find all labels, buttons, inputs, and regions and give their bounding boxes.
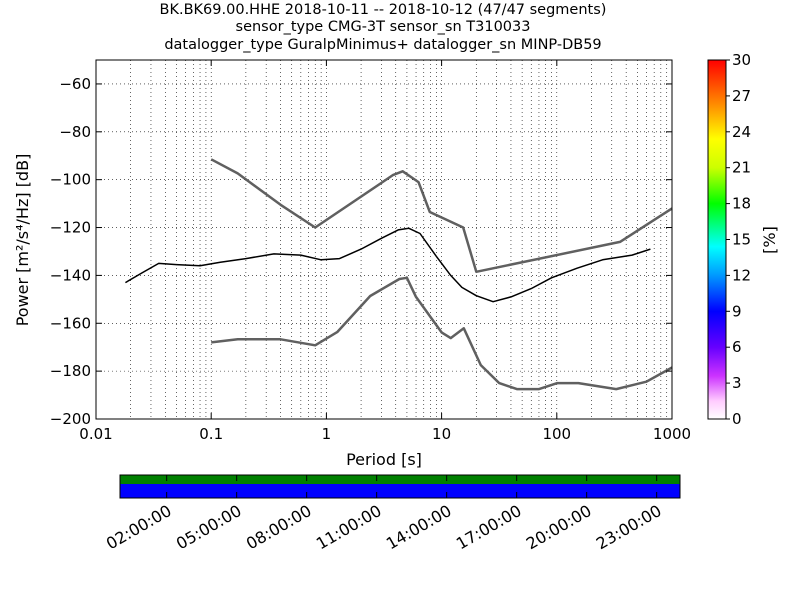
colorbar-tick-label: 0 bbox=[732, 410, 742, 428]
timeline-tick-label: 11:00:00 bbox=[313, 501, 385, 553]
low-noise-model-line bbox=[211, 276, 673, 391]
y-axis-label: Power [m²/s⁴/Hz] [dB] bbox=[13, 154, 32, 327]
timeline-tick-label: 14:00:00 bbox=[383, 501, 455, 553]
colorbar-tick-label: 12 bbox=[732, 266, 751, 284]
colorbar-tick-label: 30 bbox=[732, 51, 751, 69]
colorbar-tick-label: 27 bbox=[732, 87, 751, 105]
x-tick-label: 0.01 bbox=[79, 425, 112, 443]
timeline-frame bbox=[119, 474, 681, 499]
colorbar-tick-label: 18 bbox=[732, 195, 751, 213]
y-tick-label: −180 bbox=[50, 362, 91, 380]
y-tick-label: −80 bbox=[59, 123, 91, 141]
timeline-bar bbox=[119, 474, 681, 499]
title-line-2: sensor_type CMG-3T sensor_sn T310033 bbox=[235, 19, 531, 35]
colorbar-tick-label: 15 bbox=[732, 231, 751, 249]
colorbar bbox=[707, 59, 727, 420]
timeline-bottom-row bbox=[120, 484, 680, 498]
x-tick-label: 0.1 bbox=[199, 425, 223, 443]
x-tick-label: 10 bbox=[432, 425, 451, 443]
high-noise-model-line bbox=[210, 158, 673, 274]
timeline-top-row bbox=[120, 475, 680, 484]
colorbar-tick-label: 9 bbox=[732, 302, 742, 320]
timeline-tick-label: 05:00:00 bbox=[173, 501, 245, 553]
mean-line bbox=[125, 227, 651, 303]
colorbar-tick-label: 24 bbox=[732, 123, 751, 141]
y-tick-label: −120 bbox=[50, 219, 91, 237]
timeline-tick-label: 23:00:00 bbox=[593, 501, 665, 553]
timeline-tick-label: 02:00:00 bbox=[103, 501, 175, 553]
line-layer bbox=[125, 158, 673, 391]
plot-frame bbox=[95, 59, 673, 420]
title-line-3: datalogger_type GuralpMinimus+ datalogge… bbox=[164, 37, 602, 53]
x-tick-label: 100 bbox=[542, 425, 571, 443]
timeline-tick-label: 20:00:00 bbox=[523, 501, 595, 553]
colorbar-tick-label: 3 bbox=[732, 374, 742, 392]
x-tick-label: 1000 bbox=[653, 425, 691, 443]
timeline-tick-label: 08:00:00 bbox=[243, 501, 315, 553]
title-line-1: BK.BK69.00.HHE 2018-10-11 -- 2018-10-12 … bbox=[159, 2, 607, 18]
y-tick-label: −200 bbox=[50, 410, 91, 428]
x-tick-label: 1 bbox=[322, 425, 332, 443]
colorbar-tick-label: 6 bbox=[732, 338, 742, 356]
timeline-tick-label: 17:00:00 bbox=[453, 501, 525, 553]
y-tick-label: −140 bbox=[50, 266, 91, 284]
colorbar-axis: 0 3 6 9 12 15 18 21 24 27 30 bbox=[726, 51, 751, 428]
colorbar-tick-label: 21 bbox=[732, 159, 751, 177]
grid-layer bbox=[96, 60, 672, 419]
colorbar-label: [%] bbox=[760, 226, 779, 254]
axis-layer: 0.01 0.1 1 10 100 1000 −60 −80 −100 −120 −140 −160 −… bbox=[50, 60, 691, 443]
y-tick-label: −60 bbox=[59, 75, 91, 93]
y-tick-label: −100 bbox=[50, 171, 91, 189]
y-tick-label: −160 bbox=[50, 314, 91, 332]
x-axis-label: Period [s] bbox=[346, 450, 422, 469]
